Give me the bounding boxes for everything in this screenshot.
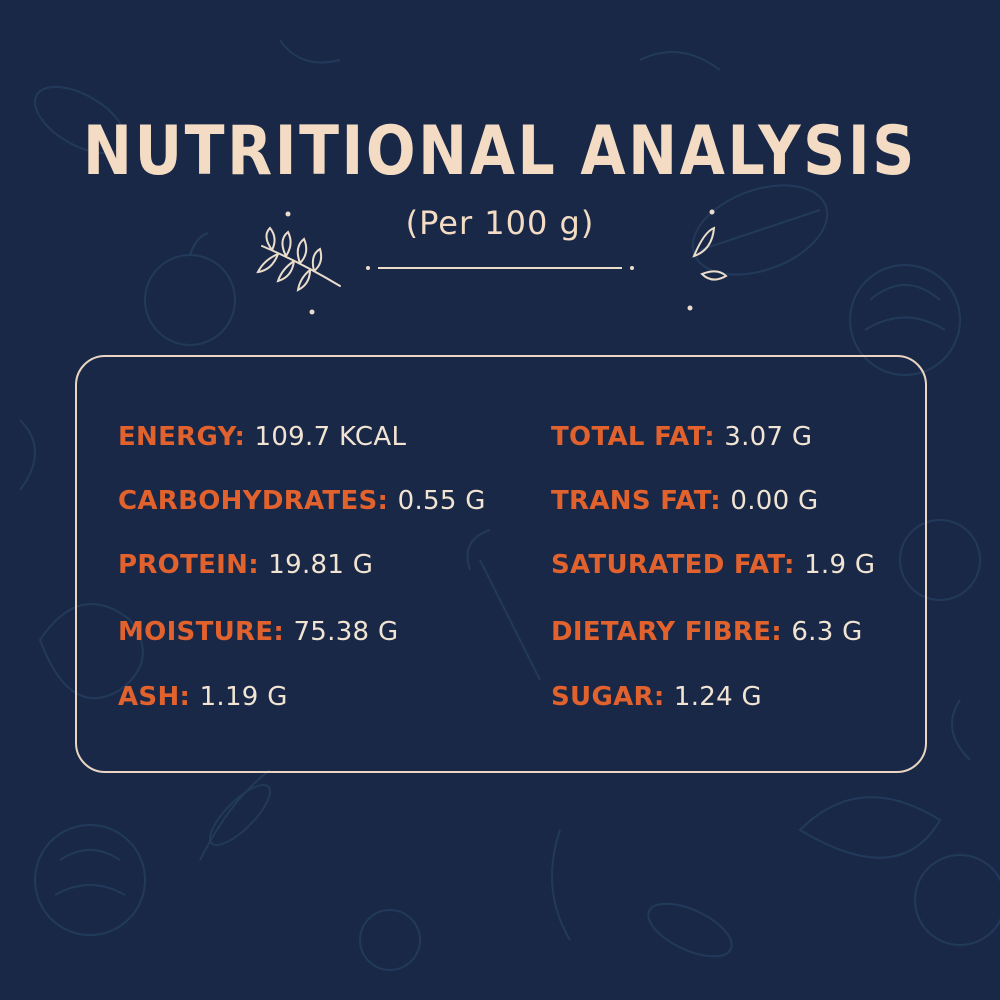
nutrient-label: ENERGY: [118,422,255,452]
eggplant-doodle-icon [798,796,942,859]
nutrient-value: 109.7 KCAL [254,422,407,452]
dot-icon [630,266,634,270]
berry-doodle-icon [359,909,421,971]
nutrient-value: 19.81 G [268,550,374,580]
nutrient-value: 75.38 G [293,617,399,647]
nutrient-moisture: MOISTURE: 75.38 G [118,619,398,645]
nutrient-trans-fat: TRANS FAT: 0.00 G [551,488,818,514]
nutrient-ash: ASH: 1.19 G [118,684,288,710]
nutrient-value: 1.9 G [804,550,876,580]
carrot-doodle-icon-2 [466,529,541,681]
carrot-doodle-icon [33,85,127,155]
tomato-doodle-icon [899,519,981,601]
dot-icon [285,211,291,217]
nutrient-protein: PROTEIN: 19.81 G [118,552,373,578]
dot-icon [687,305,693,311]
nutrient-label: SUGAR: [551,682,674,712]
pea-pod-doodle-icon [199,769,271,861]
nutrient-carbohydrates: CARBOHYDRATES: 0.55 G [118,488,486,514]
nutrient-total-fat: TOTAL FAT: 3.07 G [551,424,812,450]
page-subtitle: (Per 100 g) [405,204,595,242]
chili-doodle-icon [551,829,571,941]
nutrient-sugar: SUGAR: 1.24 G [551,684,762,710]
nutrient-label: SATURATED FAT: [551,550,805,580]
nutrient-label: ASH: [118,682,200,712]
nutrient-value: 3.07 G [724,422,813,452]
pumpkin-doodle-icon [38,603,144,700]
nutrient-energy: ENERGY: 109.7 KCAL [118,424,406,450]
dot-icon [709,209,715,215]
nutrient-dietary-fibre: DIETARY FIBRE: 6.3 G [551,619,863,645]
nutrient-value: 1.24 G [673,682,762,712]
nutrient-saturated-fat: SATURATED FAT: 1.9 G [551,552,875,578]
onion-doodle-icon [34,824,146,936]
stem-doodle-icon [189,232,209,256]
nutrient-label: CARBOHYDRATES: [118,486,398,516]
nutrient-label: PROTEIN: [118,550,269,580]
nutrient-value: 6.3 G [791,617,863,647]
nutrient-value: 0.55 G [397,486,486,516]
dot-icon [366,266,370,270]
nutrient-value: 0.00 G [730,486,819,516]
nutrient-label: TRANS FAT: [551,486,731,516]
nutrition-panel: ENERGY: 109.7 KCAL CARBOHYDRATES: 0.55 G… [75,355,927,773]
leaves-icon [692,226,728,281]
sprig-icon [256,226,341,292]
dot-icon [309,309,315,315]
nutrient-label: DIETARY FIBRE: [551,617,792,647]
page-title: NUTRITIONAL ANALYSIS [83,112,917,191]
nutrient-label: MOISTURE: [118,617,294,647]
nutrient-label: TOTAL FAT: [551,422,725,452]
nutrient-value: 1.19 G [199,682,288,712]
